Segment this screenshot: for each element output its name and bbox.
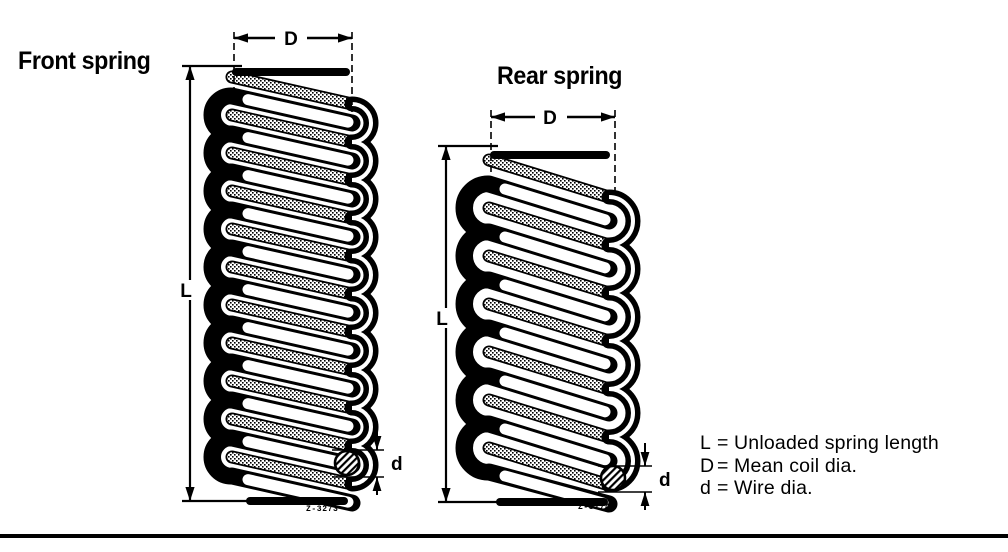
legend-symbol-D: D xyxy=(700,454,715,477)
front-wire-section-circle xyxy=(333,449,361,477)
legend-text-D: Mean coil dia. xyxy=(734,454,858,477)
front-dimension-L: L xyxy=(180,64,252,503)
legend-row-D: D = Mean coil dia. xyxy=(700,455,939,478)
front-spring-group: D L d xyxy=(180,25,403,503)
legend-row-L: L = Unloaded spring length xyxy=(700,432,939,455)
rear-dimension-d-label: d xyxy=(659,470,671,491)
front-dimension-d-label: d xyxy=(391,454,403,475)
rear-dimension-L-label: L xyxy=(436,309,448,330)
front-dimension-L-label: L xyxy=(180,281,192,302)
front-spring-part-number: Z-3273 xyxy=(306,505,339,514)
legend-equals-D: = xyxy=(717,454,729,477)
legend-symbol-d: d xyxy=(700,477,712,499)
rear-dimension-d: d xyxy=(598,443,671,510)
rear-spring-title: Rear spring xyxy=(497,62,623,90)
legend-equals-d: = xyxy=(717,477,729,499)
rear-dimension-L: L xyxy=(436,144,504,504)
rear-dimension-D-label: D xyxy=(543,108,557,129)
front-dimension-D: D xyxy=(233,25,353,112)
front-dimension-D-label: D xyxy=(284,29,298,50)
front-dimension-d: d xyxy=(332,430,403,495)
legend-text-L: Unloaded spring length xyxy=(734,432,939,454)
rear-spring-part-number: Z-3274 xyxy=(578,503,611,512)
front-spring-coil-illustration xyxy=(205,72,371,503)
legend-row-d: d = Wire dia. xyxy=(700,477,939,500)
rear-dimension-D: D xyxy=(490,104,616,196)
legend-equals-L: = xyxy=(717,432,729,454)
legend-symbol-L: L xyxy=(700,432,712,454)
legend-text-d: Wire dia. xyxy=(734,477,813,499)
front-spring-title: Front spring xyxy=(18,47,151,75)
legend: L = Unloaded spring length D = Mean coil dia… xyxy=(700,432,939,500)
rear-spring-coil-illustration xyxy=(457,155,633,504)
rear-wire-section-circle xyxy=(599,464,627,492)
rear-spring-group: D L d xyxy=(436,104,671,510)
bottom-divider-rule xyxy=(0,534,1008,538)
